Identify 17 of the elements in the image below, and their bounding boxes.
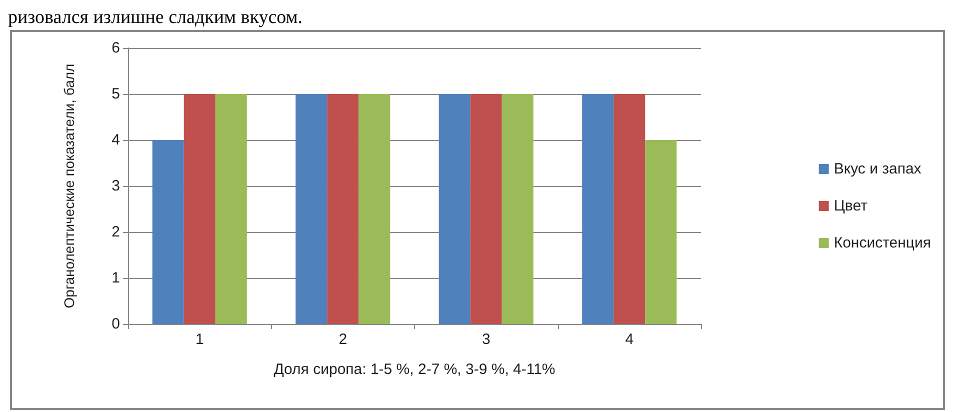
y-tick-label: 2 (112, 224, 120, 240)
x-tick-label: 2 (338, 331, 348, 348)
y-tick-label: 3 (112, 178, 120, 194)
y-tick-label: 4 (112, 132, 120, 148)
y-tick-label: 1 (112, 270, 120, 286)
x-tick-label: 3 (482, 331, 490, 348)
legend-label: Цвет (834, 198, 868, 214)
text: ризовался излишне сладким вкусом. (8, 7, 303, 28)
y-axis-title: Органолептические показатели, балл (61, 64, 77, 308)
y-tick-label: 0 (112, 316, 120, 332)
y-tick-label: 6 (112, 40, 120, 56)
x-axis-title: Доля сиропа: 1-5 %, 2-7 %, 3-9 %, 4-11% (274, 361, 556, 378)
x-tick-label: 4 (625, 331, 634, 348)
legend-label: Консистенция (834, 234, 932, 252)
x-tick-label: 1 (195, 331, 204, 348)
legend-label: Вкус и запах (834, 160, 922, 178)
y-tick-label: 5 (112, 86, 120, 102)
